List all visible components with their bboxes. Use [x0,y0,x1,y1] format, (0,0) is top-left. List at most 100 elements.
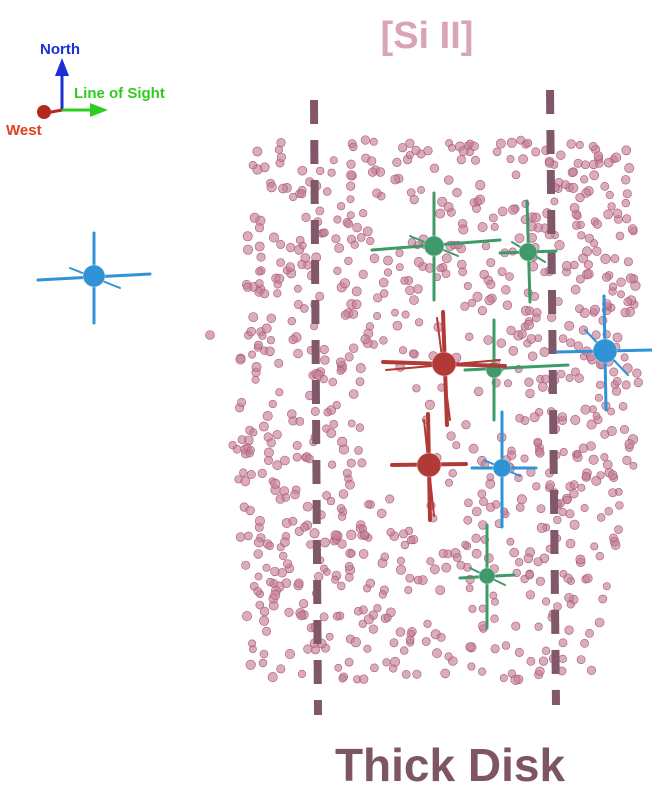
cloud-point [309,528,320,539]
cloud-point [473,386,484,397]
cloud-point [378,590,388,599]
thick-disk-left-boundary [310,99,322,716]
cloud-point [562,495,572,505]
cloud-point [232,444,242,454]
cloud-point [344,572,354,582]
cloud-point [466,139,474,148]
cloud-point [586,441,596,451]
cloud-point [328,460,337,469]
cloud-point [594,617,605,628]
cloud-point [575,554,586,565]
cloud-point [294,578,304,588]
cloud-point [346,529,357,541]
cloud-point [276,258,285,267]
cloud-point [535,576,546,586]
cloud-point [346,211,355,220]
cloud-point [392,320,403,331]
west-axis-ball-icon [37,105,51,119]
cloud-point [541,374,551,384]
cloud-point [486,473,495,481]
cloud-point [573,449,582,458]
cloud-point [261,626,271,636]
cloud-point [241,560,251,570]
blue-marker-ball-icon [82,264,106,288]
cloud-point [290,489,300,500]
cloud-point [514,647,524,657]
cloud-point [545,480,556,490]
cloud-point [569,203,580,213]
cloud-point [471,533,481,543]
cloud-point [386,528,395,537]
cloud-point [565,509,575,519]
cloud-point [254,223,265,233]
cloud-point [465,642,475,652]
cloud-point [497,267,507,277]
cloud-point [333,215,342,224]
cloud-point [492,147,502,157]
cloud-point [375,167,386,177]
cloud-point [602,459,613,470]
cloud-point [583,268,594,279]
cloud-point [322,491,331,500]
cloud-point [284,607,294,618]
cloud-point [276,664,286,674]
cloud-point [535,448,545,458]
cloud-point [532,482,541,491]
cloud-point [325,632,334,641]
cloud-point [400,540,410,550]
cloud-point [242,611,253,622]
cloud-point [353,606,363,616]
cloud-point [514,233,525,244]
cloud-point [245,659,256,670]
cloud-point [280,537,290,548]
cloud-point [423,619,432,628]
cloud-point [390,656,401,667]
cloud-point [515,503,525,512]
cloud-point [413,284,423,294]
blue-marker-ball-icon [592,338,618,364]
cloud-point [328,377,338,387]
cloud-point [594,393,603,402]
cloud-point [349,142,358,152]
cloud-point [443,202,454,212]
line-of-sight-arrow-icon [90,103,108,117]
cloud-point [627,224,638,234]
cloud-point [570,284,581,295]
cloud-point [262,563,271,572]
cloud-point [373,293,383,303]
cloud-point [588,141,598,151]
cloud-point [544,158,555,168]
cloud-point [612,376,622,386]
cloud-point [398,346,407,355]
cloud-point [246,326,256,337]
cloud-point [516,494,527,505]
green-marker-ball-icon [478,567,496,585]
cloud-point [337,539,347,549]
red-marker [390,412,468,522]
cloud-point [237,435,247,445]
cloud-point [259,649,269,659]
cloud-point [517,329,527,339]
cloud-point [622,214,632,224]
cloud-point [523,553,534,564]
cloud-point [405,635,415,645]
cloud-point [448,469,457,478]
cloud-point [486,502,496,512]
cloud-point [347,549,356,558]
cloud-point [355,423,365,432]
cloud-point [621,198,630,208]
cloud-point [537,381,548,392]
cloud-point [580,638,589,648]
cloud-point [296,610,306,621]
cloud-point [360,135,371,145]
cloud-point [435,208,446,219]
cloud-point [444,652,453,661]
cloud-point [617,290,625,299]
green-marker-ball-icon [518,242,538,262]
cloud-point [255,279,264,288]
cloud-point [253,586,263,596]
cloud-point [319,612,329,622]
cloud-point [268,399,277,409]
cloud-point [363,644,372,653]
cloud-point [351,299,362,310]
